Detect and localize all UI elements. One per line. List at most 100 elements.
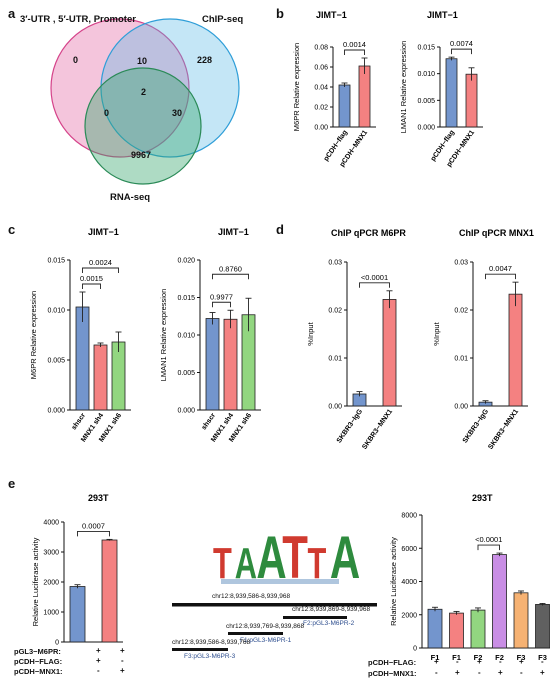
region-f1-coords: chr12:8,939,769-8,939,868 <box>226 623 305 630</box>
y-tick-label-e2: 2000 <box>401 612 417 619</box>
chart-title-b2: JIMT−1 <box>427 10 458 20</box>
venn-count-only-rna: 9967 <box>131 150 152 160</box>
e-right-r2-v3: - <box>478 668 481 677</box>
y-tick-label-b2: 0.000 <box>417 125 435 132</box>
e-left-r3-v1: - <box>97 666 100 675</box>
region-f3-name: F3:pGL3-M6PR-3 <box>184 653 236 660</box>
venn-circle-rna <box>84 67 202 185</box>
e-left-row1-label: pGL3−M6PR: <box>14 647 61 656</box>
y-tick-label-b2: 0.015 <box>417 45 435 52</box>
chart-title-d1: ChIP qPCR M6PR <box>331 228 406 238</box>
y-tick-label-b2: 0.005 <box>417 98 435 105</box>
venn-label-rna: RNA-seq <box>110 192 151 203</box>
x-tick-label-e2-0: F1 <box>431 653 440 662</box>
e-right-r1-v6: - <box>541 657 544 666</box>
panel-letter-d: d <box>276 222 284 237</box>
e-right-r2-v6: + <box>540 668 545 677</box>
y-tick-label-c1: 0.010 <box>47 308 65 315</box>
significance-bracket-c1 <box>82 267 119 273</box>
e-right-r1-v4: - <box>499 657 502 666</box>
significance-bracket-b2 <box>451 48 472 55</box>
y-axis-label-d1: %Input <box>306 321 315 345</box>
e-right-r1-v2: - <box>456 657 459 666</box>
significance-bracket-d1 <box>359 282 390 288</box>
e-left-r1-v1: + <box>96 646 101 655</box>
chart-title-e1: 293T <box>88 493 109 503</box>
y-axis-label-c2: LMAN1 Relative expression <box>159 289 168 382</box>
p-value-c1: 0.0015 <box>80 274 103 283</box>
panel-letter-a: a <box>8 6 16 21</box>
y-tick-label-d1: 0.03 <box>328 260 342 267</box>
e-left-r3-v2: + <box>120 666 125 675</box>
significance-bracket-c2 <box>212 301 231 308</box>
region-bar-main <box>172 603 377 607</box>
e-left-row2-label: pCDH−FLAG: <box>14 657 63 666</box>
y-axis-label-e2: Relative Luciferase activity <box>389 537 398 626</box>
motif-bottom-stack <box>221 579 339 584</box>
y-tick-label-c2: 0.015 <box>177 295 195 302</box>
significance-bracket-c2 <box>212 273 249 280</box>
y-tick-label-e1: 2000 <box>43 580 59 587</box>
y-tick-label-e2: 8000 <box>401 513 417 520</box>
e-left-r2-v1: + <box>96 656 101 665</box>
x-tick-label-e2-1: F1 <box>452 653 461 662</box>
y-tick-label-c2: 0.010 <box>177 333 195 340</box>
x-tick-label-e2-5: F3 <box>538 653 547 662</box>
venn-count-chip-rna: 30 <box>172 108 183 118</box>
e-right-r1-v1: + <box>434 657 439 666</box>
p-value-b1: 0.0014 <box>343 40 366 49</box>
significance-bracket-c1 <box>82 283 101 289</box>
y-tick-label-e1: 4000 <box>43 520 59 527</box>
venn-circle-chip <box>100 18 240 158</box>
y-axis-label-c1: M6PR Relative expression <box>29 291 38 379</box>
y-tick-label-d2: 0.01 <box>454 356 468 363</box>
e-left-r2-v2: - <box>121 656 124 665</box>
venn-count-only-chip: 228 <box>197 55 213 65</box>
y-tick-label-c1: 0.000 <box>47 408 65 415</box>
p-value-e1: 0.0007 <box>82 521 105 530</box>
significance-bracket-d2 <box>485 273 516 280</box>
chart-title-b1: JIMT−1 <box>316 10 347 20</box>
y-tick-label-b1: 0.08 <box>314 45 328 52</box>
venn-count-utr-chip: 10 <box>137 56 148 66</box>
y-tick-label-d2: 0.02 <box>454 308 468 315</box>
y-axis-label-e1: Relative Luciferase activity <box>31 537 40 626</box>
y-tick-label-c2: 0.000 <box>177 408 195 415</box>
y-tick-label-b1: 0.06 <box>314 65 328 72</box>
y-tick-label-e1: 0 <box>55 640 59 647</box>
panel-letter-b: b <box>276 6 284 21</box>
y-tick-label-e2: 6000 <box>401 546 417 553</box>
y-tick-label-b1: 0.00 <box>314 125 328 132</box>
chart-title-e2: 293T <box>472 493 493 503</box>
e-right-r2-v4: + <box>498 668 503 677</box>
y-tick-label-d2: 0.03 <box>454 260 468 267</box>
y-tick-label-c1: 0.015 <box>47 258 65 265</box>
chart-title-d2: ChIP qPCR MNX1 <box>459 228 534 238</box>
y-tick-label-d1: 0.01 <box>328 356 342 363</box>
y-tick-label-b1: 0.04 <box>314 85 328 92</box>
p-value-e2: <0.0001 <box>475 535 502 544</box>
region-bar-f1 <box>228 632 283 635</box>
y-tick-label-c2: 0.020 <box>177 258 195 265</box>
e-right-r1-v3: + <box>477 657 482 666</box>
y-tick-label-d1: 0.00 <box>328 404 342 411</box>
region-f2-name: F2:pGL3-M6PR-2 <box>303 620 355 627</box>
e-right-r2-v1: - <box>435 668 438 677</box>
y-tick-label-b2: 0.010 <box>417 71 435 78</box>
p-value-d2: 0.0047 <box>489 264 512 273</box>
region-main-label: chr12:8,939,586-8,939,968 <box>212 593 291 600</box>
p-value-b2: 0.0074 <box>450 39 473 48</box>
significance-bracket-e2 <box>477 544 500 551</box>
region-bar-f3 <box>172 648 228 651</box>
region-bar-f2 <box>283 616 347 619</box>
y-tick-label-d2: 0.00 <box>454 404 468 411</box>
p-value-c1: 0.0024 <box>89 258 112 267</box>
y-tick-label-d1: 0.02 <box>328 308 342 315</box>
chart-title-c2: JIMT−1 <box>218 227 249 237</box>
y-axis-label-b2: LMAN1 Relative expression <box>399 41 408 134</box>
p-value-c2: 0.9977 <box>210 292 233 301</box>
y-tick-label-c2: 0.005 <box>177 370 195 377</box>
